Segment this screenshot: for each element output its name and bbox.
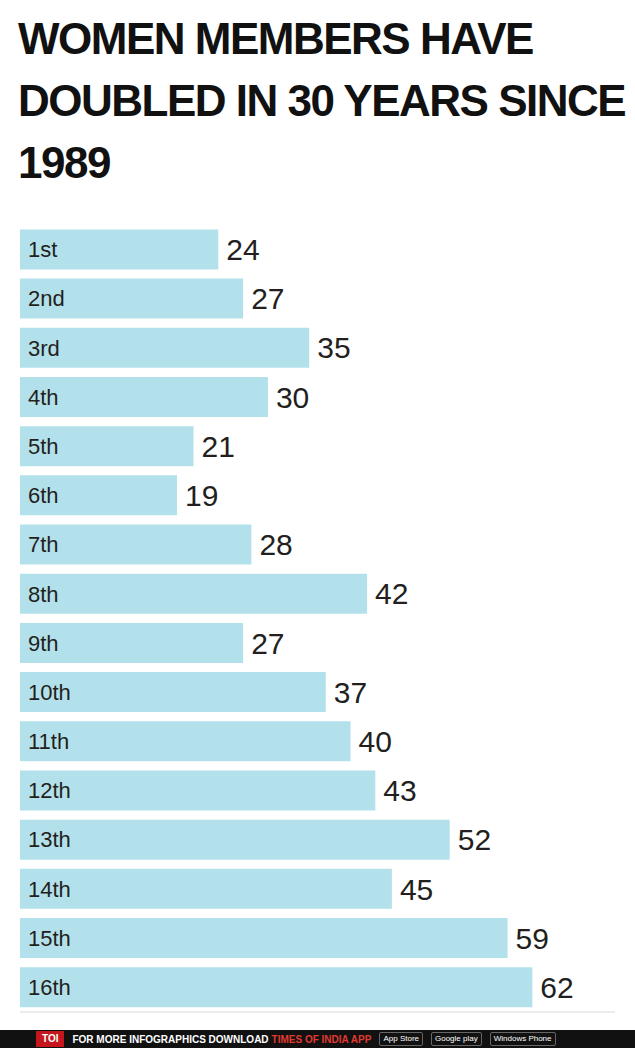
svg-text:35: 35 xyxy=(317,331,350,364)
svg-text:8th: 8th xyxy=(28,582,59,607)
svg-text:11th: 11th xyxy=(28,729,69,754)
svg-text:4th: 4th xyxy=(28,385,59,410)
svg-text:1st: 1st xyxy=(28,237,57,262)
svg-text:15th: 15th xyxy=(28,926,71,951)
html-text:App Store: App Store xyxy=(383,1034,419,1043)
svg-text:27: 27 xyxy=(251,282,284,315)
svg-text:5th: 5th xyxy=(28,434,59,459)
svg-text:24: 24 xyxy=(226,233,259,266)
svg-text:27: 27 xyxy=(251,627,284,660)
html-text:Windows Phone: Windows Phone xyxy=(493,1034,552,1043)
svg-text:30: 30 xyxy=(276,381,309,414)
svg-text:42: 42 xyxy=(375,577,408,610)
svg-text:16th: 16th xyxy=(28,975,71,1000)
html-text:TOI: TOI xyxy=(42,1033,59,1044)
svg-text:28: 28 xyxy=(259,528,292,561)
html-text:Google play: Google play xyxy=(435,1034,478,1043)
svg-text:43: 43 xyxy=(383,774,416,807)
svg-text:45: 45 xyxy=(400,873,433,906)
svg-text:62: 62 xyxy=(540,971,573,1004)
svg-text:21: 21 xyxy=(202,430,235,463)
svg-text:7th: 7th xyxy=(28,532,59,557)
svg-text:12th: 12th xyxy=(28,778,71,803)
svg-text:14th: 14th xyxy=(28,877,71,902)
svg-text:52: 52 xyxy=(458,823,491,856)
svg-text:13th: 13th xyxy=(28,827,71,852)
svg-text:40: 40 xyxy=(359,725,392,758)
svg-text:6th: 6th xyxy=(28,483,59,508)
svg-text:59: 59 xyxy=(516,922,549,955)
svg-text:2nd: 2nd xyxy=(28,286,65,311)
html-text:WOMEN MEMBERS HAVE DOUBLED IN: WOMEN MEMBERS HAVE DOUBLED IN 30 YEARS S… xyxy=(18,14,626,187)
svg-text:10th: 10th xyxy=(28,680,71,705)
svg-text:3rd: 3rd xyxy=(28,336,60,361)
svg-text:9th: 9th xyxy=(28,631,59,656)
html-text:FOR MORE INFOGRAPHICS DOWNLOAD: FOR MORE INFOGRAPHICS DOWNLOAD TIMES OF … xyxy=(72,1033,372,1045)
svg-text:19: 19 xyxy=(185,479,218,512)
svg-text:37: 37 xyxy=(334,676,367,709)
